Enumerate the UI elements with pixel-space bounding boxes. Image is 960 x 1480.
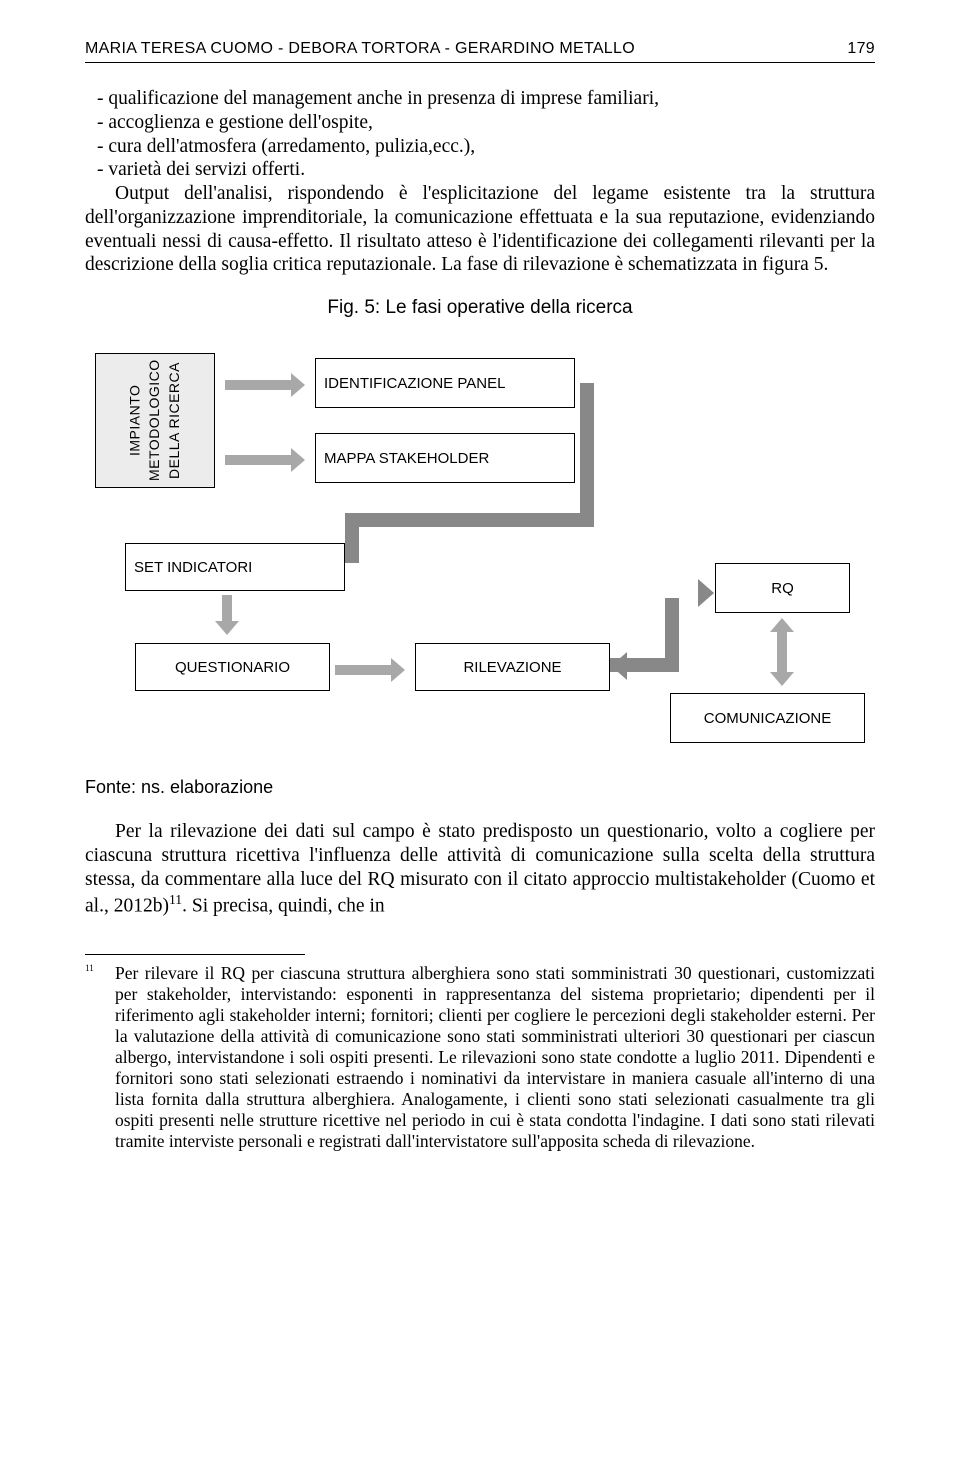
box-ident-label: IDENTIFICAZIONE PANEL xyxy=(324,375,505,392)
paragraph-analysis-output: Output dell'analisi, rispondendo è l'esp… xyxy=(85,182,875,277)
footnote-ref: 11 xyxy=(169,892,182,907)
intro-block: qualificazione del management anche in p… xyxy=(85,87,875,277)
box-comunicazione: COMUNICAZIONE xyxy=(670,693,865,743)
box-identificazione-panel: IDENTIFICAZIONE PANEL xyxy=(315,358,575,408)
running-header: MARIA TERESA CUOMO - DEBORA TORTORA - GE… xyxy=(85,40,875,63)
bullet-item: varietà dei servizi offerti. xyxy=(115,158,875,182)
arrow-rq-comm xyxy=(770,618,794,686)
corridor-fork-v xyxy=(665,598,679,672)
box-mappa-stakeholder: MAPPA STAKEHOLDER xyxy=(315,433,575,483)
corridor-vertical-down xyxy=(345,513,359,563)
bullet-item: qualificazione del management anche in p… xyxy=(115,87,875,111)
footnote-number: 11 xyxy=(85,963,115,1152)
box-rilev-label: RILEVAZIONE xyxy=(463,659,561,676)
box-impianto-label: IMPIANTO METODOLOGICO DELLA RICERCA xyxy=(126,360,185,482)
arrow-impianto-to-ident xyxy=(225,373,305,397)
footnote: 11 Per rilevare il RQ per ciascuna strut… xyxy=(85,963,875,1152)
bullet-item: cura dell'atmosfera (arredamento, pulizi… xyxy=(115,135,875,159)
corridor-vertical xyxy=(580,383,594,513)
footnote-text: Per rilevare il RQ per ciascuna struttur… xyxy=(115,963,875,1152)
box-impianto: IMPIANTO METODOLOGICO DELLA RICERCA xyxy=(95,353,215,488)
header-page-number: 179 xyxy=(847,40,875,58)
arrow-quest-to-rilev xyxy=(335,658,405,682)
bullet-list: qualificazione del management anche in p… xyxy=(85,87,875,182)
figure-source: Fonte: ns. elaborazione xyxy=(85,777,875,798)
header-authors: MARIA TERESA CUOMO - DEBORA TORTORA - GE… xyxy=(85,40,635,58)
figure-caption: Fig. 5: Le fasi operative della ricerca xyxy=(85,297,875,319)
para2-part-b: . Si precisa, quindi, che in xyxy=(182,895,385,916)
footnote-separator xyxy=(85,954,305,955)
bullet-item: accoglienza e gestione dell'ospite, xyxy=(115,111,875,135)
arrow-head-to-rilevazione xyxy=(611,652,627,680)
arrow-impianto-to-mappa xyxy=(225,448,305,472)
box-set-indicatori: SET INDICATORI xyxy=(125,543,345,591)
arrow-head-to-rq xyxy=(698,579,714,607)
box-questionario: QUESTIONARIO xyxy=(135,643,330,691)
box-rilevazione: RILEVAZIONE xyxy=(415,643,610,691)
arrow-set-to-quest xyxy=(215,595,239,635)
footnote-number-value: 11 xyxy=(85,963,94,973)
flowchart: IMPIANTO METODOLOGICO DELLA RICERCA IDEN… xyxy=(85,343,875,763)
box-comm-label: COMUNICAZIONE xyxy=(704,710,832,727)
box-rq-label: RQ xyxy=(771,580,794,597)
paragraph-questionnaire: Per la rilevazione dei dati sul campo è … xyxy=(85,820,875,918)
corridor-horizontal-top xyxy=(345,513,594,527)
box-quest-label: QUESTIONARIO xyxy=(175,659,290,676)
box-rq: RQ xyxy=(715,563,850,613)
box-mappa-label: MAPPA STAKEHOLDER xyxy=(324,450,489,467)
box-set-label: SET INDICATORI xyxy=(134,559,252,576)
